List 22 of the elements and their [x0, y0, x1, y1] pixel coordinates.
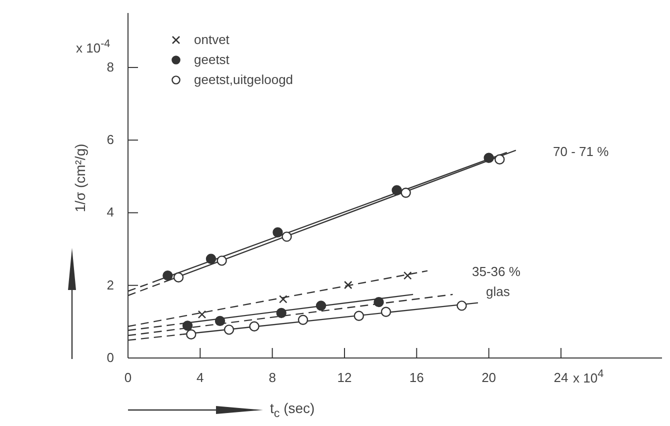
x-tick-label: 20: [482, 370, 496, 385]
annotation: 70 - 71 %: [553, 144, 609, 159]
legend-label: geetst,uitgeloogd: [194, 71, 294, 89]
x-tick-label: 24: [554, 370, 568, 385]
legend-label: geetst: [194, 51, 230, 69]
annotation: 35-36 %: [472, 264, 520, 279]
x-axis-title: t$_{c}$ (sec): [270, 400, 315, 420]
y-tick-label: 4: [106, 204, 114, 220]
y-tick-label: 8: [106, 59, 114, 74]
y-tick-label: 0: [106, 350, 114, 365]
text: x 10$^{4}$: [573, 368, 604, 386]
x-tick-label: 4: [196, 370, 204, 385]
x-tick-label: 0: [124, 370, 132, 385]
text: x 10$^{-4}$: [76, 38, 110, 56]
y-tick-label: 2: [106, 277, 114, 292]
y-tick-label: 6: [106, 132, 114, 148]
x-tick-label: 12: [337, 370, 352, 385]
x-tick-label: 8: [268, 370, 276, 385]
y-axis-title: 1/σ (cm²/g): [72, 144, 88, 212]
legend-label: ontvet: [194, 31, 230, 49]
x-tick-label: 16: [409, 370, 424, 385]
annotation: glas: [486, 284, 510, 299]
